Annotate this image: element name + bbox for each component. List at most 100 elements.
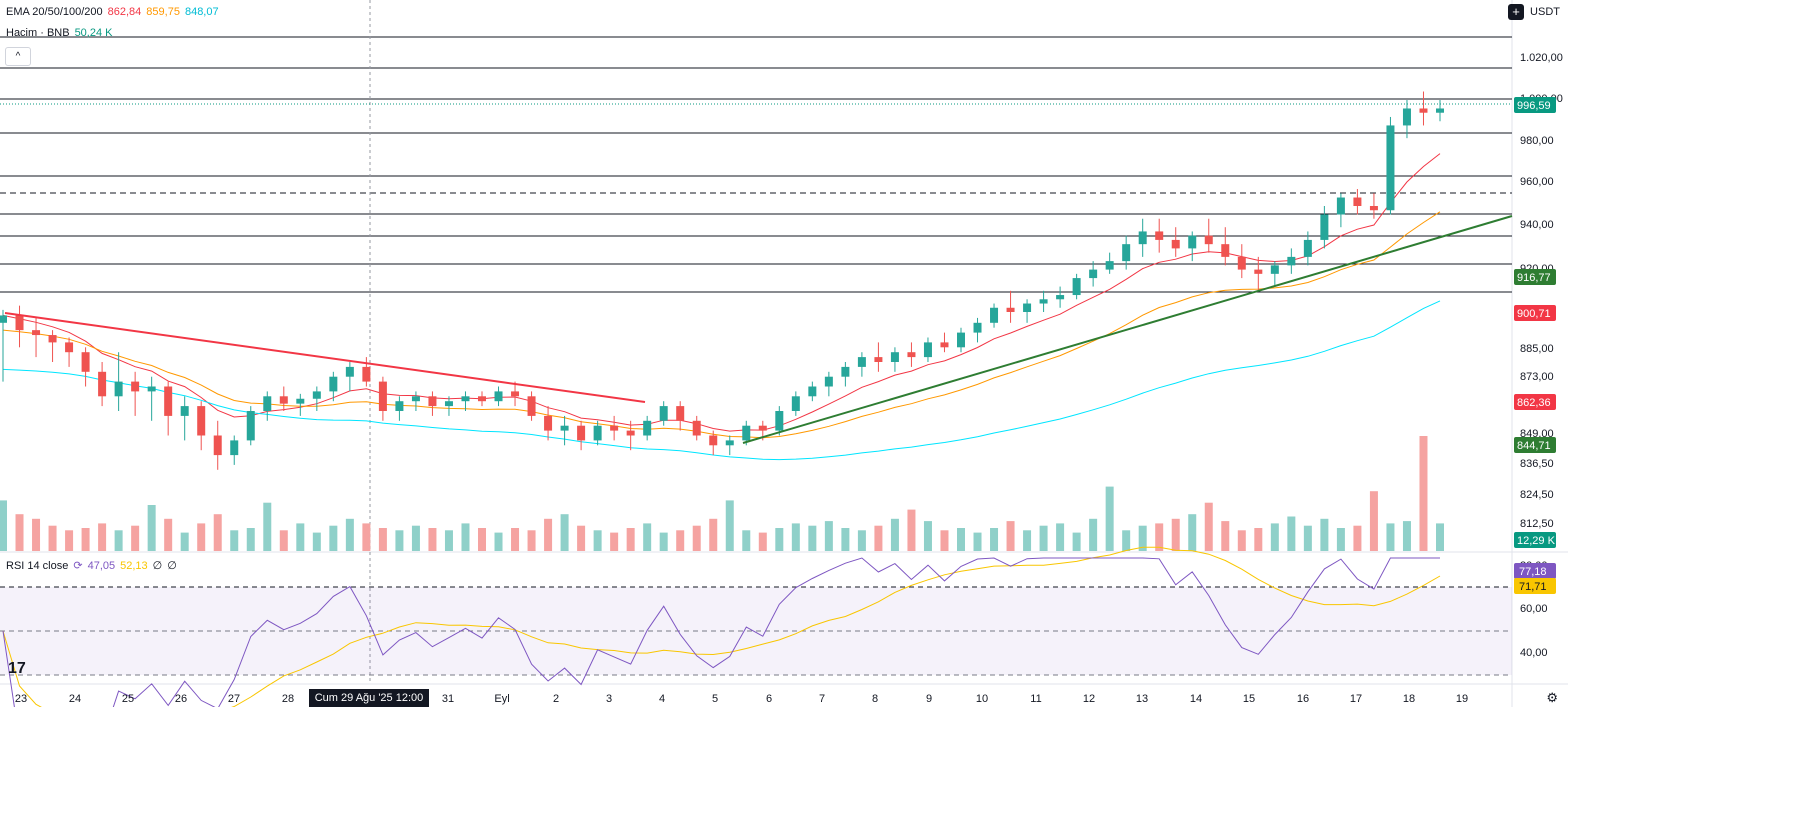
volume-bar xyxy=(1336,528,1345,551)
volume-value: 50,24 K xyxy=(74,27,113,39)
volume-bar xyxy=(1353,525,1362,551)
volume-legend-label: Hacim · BNB xyxy=(6,27,70,39)
volume-bar xyxy=(725,500,734,551)
volume-bar xyxy=(808,525,817,551)
time-tick-label: 3 xyxy=(606,693,612,705)
rsi-badge xyxy=(1514,578,1556,594)
volume-bar xyxy=(1204,502,1213,551)
candle-body xyxy=(1072,278,1081,296)
price-badge-text: 844,71 xyxy=(1517,440,1551,452)
price-tick-label: 1.020,00 xyxy=(1520,52,1563,64)
volume-bar xyxy=(213,514,222,551)
candle-body xyxy=(890,352,899,362)
candle-body xyxy=(81,352,90,372)
candle-body xyxy=(246,411,255,441)
volume-bar xyxy=(1138,525,1147,551)
ema-legend[interactable]: EMA 20/50/100/200 862,84 859,75 848,07 xyxy=(6,6,219,18)
time-tick-label: 11 xyxy=(1030,693,1041,705)
time-tick-label: 5 xyxy=(712,693,718,705)
volume-bar xyxy=(246,528,255,551)
candle-body xyxy=(824,376,833,387)
ema20-value: 862,84 xyxy=(107,6,142,18)
volume-bar xyxy=(692,525,701,551)
candle-body xyxy=(65,342,74,353)
price-badge xyxy=(1514,394,1556,410)
volume-bar xyxy=(857,530,866,551)
candle-body xyxy=(180,406,189,416)
volume-bar xyxy=(1023,530,1032,551)
time-tick-label: 6 xyxy=(766,693,772,705)
rsi-value: 47,05 xyxy=(87,559,116,572)
ema100-line xyxy=(2,300,1441,461)
volume-bar xyxy=(824,521,833,551)
volume-bar xyxy=(874,525,883,551)
candle-body xyxy=(676,406,685,421)
candle-body xyxy=(1155,231,1164,240)
tradingview-logo[interactable]: 17 xyxy=(8,660,26,677)
candle-body xyxy=(990,307,999,323)
time-tick-label: 2 xyxy=(553,693,559,705)
candle-body xyxy=(857,357,866,367)
volume-bar xyxy=(65,530,74,551)
candle-body xyxy=(1006,307,1015,312)
candle-body xyxy=(907,352,916,358)
volume-bar xyxy=(758,532,767,551)
candle-body xyxy=(626,430,635,436)
time-tick-label: 25 xyxy=(122,693,134,705)
volume-bar xyxy=(1221,521,1230,551)
volume-bar xyxy=(742,530,751,551)
time-tick-label: 19 xyxy=(1456,693,1468,705)
volume-bar xyxy=(1386,523,1395,551)
currency-selector[interactable]: + USDT xyxy=(1508,4,1560,20)
rsi-legend[interactable]: RSI 14 close ⟳ 47,05 52,13 ∅ ∅ xyxy=(6,559,177,573)
candle-body xyxy=(1221,244,1230,257)
volume-bar xyxy=(444,530,453,551)
candle-body xyxy=(742,425,751,441)
candle-body xyxy=(709,435,718,446)
collapse-legend-button[interactable]: ^ xyxy=(5,47,31,66)
volume-bar xyxy=(0,500,7,551)
time-tick-label: 9 xyxy=(926,693,932,705)
volume-legend[interactable]: Hacim · BNB 50,24 K xyxy=(6,27,112,39)
volume-bar xyxy=(296,523,305,551)
volume-bar xyxy=(494,532,503,551)
gear-icon[interactable]: ⚙ xyxy=(1546,690,1558,705)
price-tick-label: 824,50 xyxy=(1520,489,1554,501)
candle-body xyxy=(197,406,206,436)
candle-body xyxy=(841,366,850,377)
candle-body xyxy=(940,342,949,348)
volume-bar xyxy=(544,518,553,551)
crosshair-time-label: Cum 29 Ağu '25 12:00 xyxy=(309,689,429,707)
volume-bar xyxy=(147,505,156,551)
volume-bar xyxy=(428,528,437,551)
chart-canvas[interactable]: 1.020,001.000,00980,00960,00940,00920,00… xyxy=(0,0,1568,707)
rsi-tick-label: 60,00 xyxy=(1520,603,1548,615)
volume-bar xyxy=(1039,525,1048,551)
volume-bar xyxy=(1436,523,1444,551)
volume-bar xyxy=(923,521,932,551)
time-tick-label: 8 xyxy=(872,693,878,705)
candle-body xyxy=(48,335,57,343)
rsi-sync-icon[interactable]: ⟳ xyxy=(73,560,83,572)
candle-body xyxy=(1105,261,1114,270)
price-badge-text: 900,71 xyxy=(1517,308,1551,320)
volume-bar xyxy=(1105,486,1114,551)
add-plus-icon[interactable]: + xyxy=(1508,4,1525,20)
volume-bar xyxy=(1188,514,1197,551)
volume-bar xyxy=(362,523,371,551)
candle-body xyxy=(659,406,668,421)
price-tick-label: 873,00 xyxy=(1520,371,1554,383)
trendline-green xyxy=(742,215,1513,444)
candle-body xyxy=(1270,265,1279,274)
candle-body xyxy=(593,425,602,441)
candle-body xyxy=(1138,231,1147,245)
price-tick-label: 980,00 xyxy=(1520,135,1554,147)
volume-bar xyxy=(1402,521,1411,551)
rsi-tick-label: 40,00 xyxy=(1520,647,1548,659)
volume-bar xyxy=(81,528,90,551)
candle-body xyxy=(461,396,470,402)
volume-bar xyxy=(478,528,486,551)
candle-body xyxy=(1039,299,1048,304)
candle-body xyxy=(511,391,520,397)
trendline-red xyxy=(4,312,646,403)
